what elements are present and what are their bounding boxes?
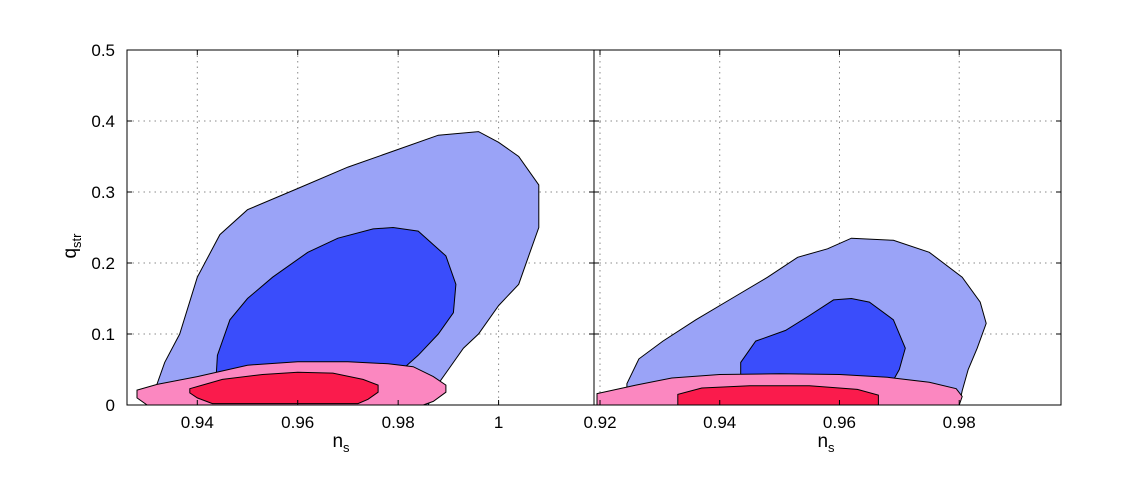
right-x-tick-label: 0.96 [823, 413, 856, 432]
left-x-tick-label: 0.98 [382, 413, 415, 432]
y-tick-label: 0.3 [91, 183, 115, 202]
left-x-tick-labels: 0.94 0.96 0.98 1 [181, 413, 504, 432]
y-tick-label: 0.5 [91, 41, 115, 60]
right-x-axis-label-main: n [817, 431, 828, 452]
right-contours [596, 237, 987, 405]
right-x-tick-label: 0.92 [583, 413, 616, 432]
left-x-tick-label: 1 [494, 413, 503, 432]
left-x-tick-label: 0.96 [281, 413, 314, 432]
y-axis-label-main: q [60, 248, 81, 259]
right-x-axis-label: ns [817, 431, 835, 455]
y-tick-labels: 0 0.1 0.2 0.3 0.4 0.5 [91, 41, 115, 415]
right-x-tick-labels: 0.92 0.94 0.96 0.98 [583, 413, 975, 432]
right-ticks [594, 49, 1061, 406]
left-x-tick-label: 0.94 [181, 413, 214, 432]
y-tick-label: 0.4 [91, 112, 115, 131]
left-contour-red-inner [189, 371, 379, 405]
left-x-axis-label-sub: s [343, 440, 350, 455]
left-contours [136, 131, 540, 405]
y-axis-label-sub: str [69, 233, 84, 248]
left-x-axis-label-main: n [332, 431, 343, 452]
left-panel: 0.94 0.96 0.98 1 ns [126, 49, 595, 455]
left-x-axis-label: ns [332, 431, 350, 455]
y-tick-label: 0.2 [91, 254, 115, 273]
right-grid [594, 50, 1061, 405]
y-tick-label: 0.1 [91, 325, 115, 344]
right-x-tick-label: 0.94 [703, 413, 736, 432]
right-panel: 0.92 0.94 0.96 0.98 ns [583, 49, 1062, 455]
right-x-tick-label: 0.98 [943, 413, 976, 432]
right-frame [593, 49, 1062, 406]
y-axis-label: qstr [60, 233, 84, 259]
right-contour-red-inner [677, 385, 879, 405]
left-ticks [127, 49, 594, 406]
y-tick-label: 0 [106, 396, 115, 415]
right-x-axis-label-sub: s [828, 440, 835, 455]
